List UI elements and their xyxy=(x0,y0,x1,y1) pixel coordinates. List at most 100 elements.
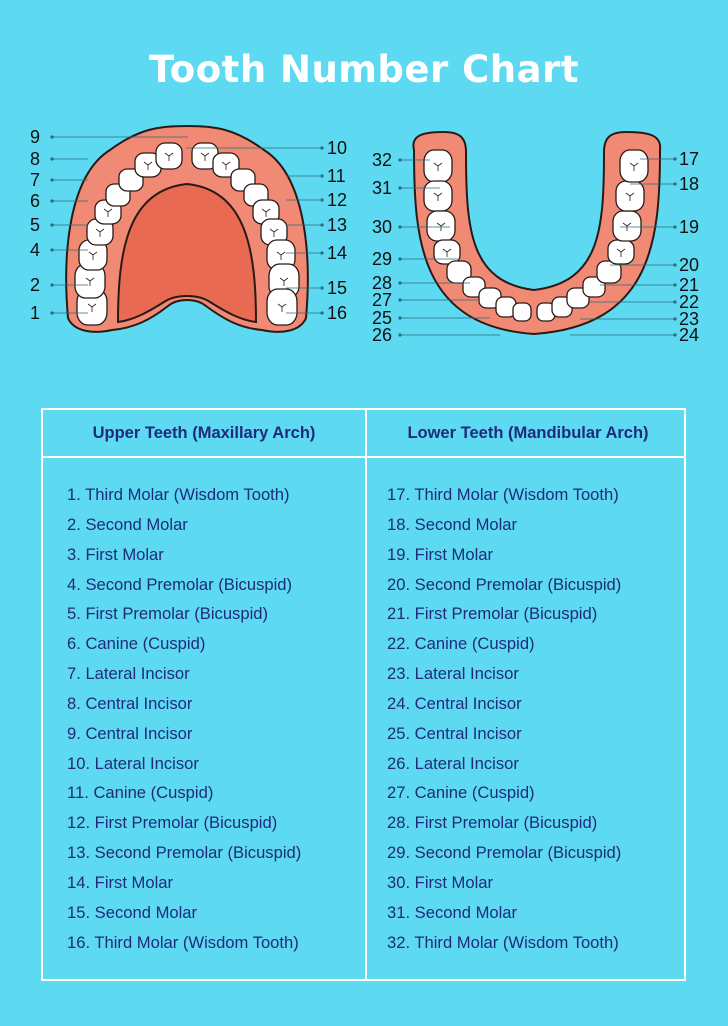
lower-arch xyxy=(412,130,662,336)
upper-teeth-item: 11. Canine (Cuspid) xyxy=(67,783,214,803)
lower-tooth-fissure xyxy=(433,192,443,201)
leader-dot xyxy=(320,198,324,202)
leader-dot xyxy=(50,311,54,315)
leader-dot xyxy=(673,182,677,186)
upper-tooth-fissure xyxy=(277,303,287,312)
upper-palate xyxy=(116,182,258,324)
leader-dot xyxy=(398,225,402,229)
tooth-number-label: 21 xyxy=(679,275,699,295)
leader-dot xyxy=(673,157,677,161)
upper-teeth-item: 1. Third Molar (Wisdom Tooth) xyxy=(67,485,290,504)
tooth-number-label: 2 xyxy=(30,275,40,295)
leader-dot xyxy=(320,146,324,150)
upper-tooth-fissure xyxy=(143,161,153,170)
tooth-number-label: 32 xyxy=(372,150,392,170)
lower-teeth-item: 23. Lateral Incisor xyxy=(387,664,519,684)
upper-teeth-item: 3. First Molar xyxy=(67,544,164,564)
upper-arch xyxy=(65,124,309,333)
upper-teeth-item: 15. Second Molar xyxy=(67,902,198,922)
leader-dot xyxy=(673,283,677,287)
lower-tooth-fissure xyxy=(629,162,639,171)
lower-teeth-list: 17. Third Molar (Wisdom Tooth) 18. Second… xyxy=(387,480,621,958)
tooth-number-label: 17 xyxy=(679,149,699,169)
lower-teeth-item: 27. Canine (Cuspid) xyxy=(387,783,535,803)
lower-tooth-fissure xyxy=(625,192,635,201)
leader-dot xyxy=(320,223,324,227)
tooth-number-label: 22 xyxy=(679,292,699,312)
header-divider xyxy=(43,456,684,458)
leader-dot xyxy=(50,223,54,227)
tooth-number-label: 11 xyxy=(327,166,346,186)
tooth-number-label: 13 xyxy=(327,215,347,235)
lower-teeth-item: 26. Lateral Incisor xyxy=(387,753,519,773)
tooth-number-label: 29 xyxy=(372,249,392,269)
lower-teeth-item: 22. Canine (Cuspid) xyxy=(387,634,535,654)
leader-dot xyxy=(320,286,324,290)
upper-tooth-fissure xyxy=(85,277,95,286)
lower-teeth-item: 30. First Molar xyxy=(387,872,494,892)
tooth-number-label: 14 xyxy=(327,243,347,263)
lower-teeth-item: 31. Second Molar xyxy=(387,902,518,922)
tooth-number-label: 19 xyxy=(679,217,699,237)
tooth-number-label: 1 xyxy=(30,303,40,323)
leader-dot xyxy=(673,225,677,229)
leader-dot xyxy=(320,311,324,315)
leader-dot xyxy=(398,333,402,337)
tooth-number-label: 12 xyxy=(327,190,347,210)
upper-tooth-fissure xyxy=(164,152,174,161)
lower-tooth-fissure xyxy=(616,248,626,257)
upper-teeth-item: 16. Third Molar (Wisdom Tooth) xyxy=(67,932,299,952)
lower-teeth-item: 28. First Premolar (Bicuspid) xyxy=(387,813,598,833)
leader-dot xyxy=(50,199,54,203)
leader-dot xyxy=(50,283,54,287)
upper-tooth-fissure xyxy=(261,208,271,217)
leader-dot xyxy=(398,186,402,190)
column-divider xyxy=(365,410,367,979)
leader-dot xyxy=(398,316,402,320)
lower-teeth-item: 17. Third Molar (Wisdom Tooth) xyxy=(387,485,619,504)
leader-dot xyxy=(320,251,324,255)
upper-teeth-item: 7. Lateral Incisor xyxy=(67,664,190,684)
lower-tooth xyxy=(596,260,622,284)
tooth-number-label: 30 xyxy=(372,217,392,237)
leader-dot xyxy=(398,298,402,302)
tooth-number-label: 16 xyxy=(327,303,347,323)
upper-teeth-item: 12. First Premolar (Bicuspid) xyxy=(67,813,278,833)
leader-dot xyxy=(398,281,402,285)
tooth-number-label: 26 xyxy=(372,325,392,345)
upper-teeth-item: 9. Central Incisor xyxy=(67,723,193,743)
lower-teeth-item: 20. Second Premolar (Bicuspid) xyxy=(387,574,622,594)
upper-teeth-item: 5. First Premolar (Bicuspid) xyxy=(67,604,269,624)
lower-tooth xyxy=(582,276,606,298)
leader-dot xyxy=(50,135,54,139)
upper-tooth-fissure xyxy=(276,251,286,260)
upper-tooth-fissure xyxy=(200,152,210,161)
leader-dot xyxy=(398,257,402,261)
tooth-number-label: 10 xyxy=(327,138,347,158)
leader-dot xyxy=(398,158,402,162)
lower-teeth-item: 32. Third Molar (Wisdom Tooth) xyxy=(387,932,619,952)
upper-teeth-item: 13. Second Premolar (Bicuspid) xyxy=(67,843,302,863)
tooth-number-label: 5 xyxy=(30,215,40,235)
lower-teeth-item: 24. Central Incisor xyxy=(387,693,522,713)
tooth-number-label: 31 xyxy=(372,178,392,198)
leader-dot xyxy=(673,300,677,304)
upper-teeth-heading: Upper Teeth (Maxillary Arch) xyxy=(92,424,316,442)
lower-tooth-fissure xyxy=(442,248,452,257)
lower-tooth-fissure xyxy=(433,162,443,171)
upper-tooth-fissure xyxy=(87,303,97,312)
upper-tooth-fissure xyxy=(95,228,105,237)
upper-tooth-fissure xyxy=(88,251,98,260)
tooth-number-label: 20 xyxy=(679,255,699,275)
upper-tooth-fissure xyxy=(221,161,231,170)
leader-dot xyxy=(50,157,54,161)
lower-teeth-item: 18. Second Molar xyxy=(387,514,518,534)
tooth-number-label: 27 xyxy=(372,290,392,310)
upper-teeth-item: 10. Lateral Incisor xyxy=(67,753,199,773)
upper-tooth-fissure xyxy=(269,228,279,237)
lower-teeth-item: 21. First Premolar (Bicuspid) xyxy=(387,604,598,624)
tooth-number-label: 9 xyxy=(30,127,40,147)
tooth-number-label: 28 xyxy=(372,273,392,293)
